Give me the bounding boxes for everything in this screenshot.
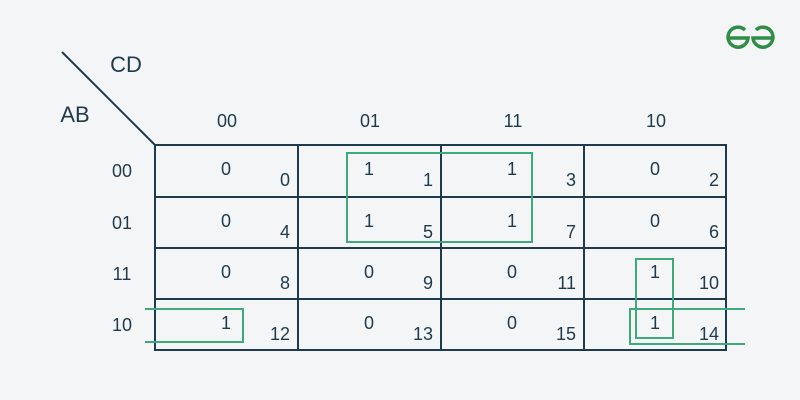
row-variable: AB xyxy=(60,102,89,127)
logo xyxy=(726,25,775,49)
cell-value: 0 xyxy=(221,159,231,179)
cell-index: 11 xyxy=(557,273,576,293)
cell-value: 1 xyxy=(650,262,660,282)
column-label: 01 xyxy=(360,111,380,131)
cell-value: 1 xyxy=(364,211,374,231)
row-label: 10 xyxy=(112,315,132,335)
cell-value: 1 xyxy=(364,159,374,179)
column-label: 11 xyxy=(504,111,523,131)
cell-index: 15 xyxy=(556,324,576,344)
row-label: 11 xyxy=(113,264,132,284)
cell-value: 1 xyxy=(221,313,231,333)
cell-index: 4 xyxy=(280,222,290,242)
cell-value: 0 xyxy=(507,313,517,333)
diagonal xyxy=(61,51,156,146)
cell-value: 1 xyxy=(650,313,660,333)
cell-value: 0 xyxy=(221,211,231,231)
cell-value: 0 xyxy=(650,159,660,179)
cell-index: 5 xyxy=(423,222,433,242)
cell-value: 0 xyxy=(364,262,374,282)
grid xyxy=(154,144,727,351)
row-label: 00 xyxy=(112,161,132,181)
row-label: 01 xyxy=(112,213,132,233)
column-label: 10 xyxy=(646,111,666,131)
column-label: 00 xyxy=(217,111,237,131)
cell-index: 7 xyxy=(566,222,576,242)
cell-index: 0 xyxy=(280,170,290,190)
cell-value: 0 xyxy=(650,211,660,231)
cell-value: 0 xyxy=(507,262,517,282)
cell-index: 3 xyxy=(566,170,576,190)
cell-index: 10 xyxy=(699,273,719,293)
cell-index: 13 xyxy=(413,324,433,344)
cell-value: 0 xyxy=(221,262,231,282)
cell-index: 14 xyxy=(699,324,719,344)
cell-value: 1 xyxy=(507,159,517,179)
cell-index: 6 xyxy=(709,222,719,242)
cell-value: 1 xyxy=(507,211,517,231)
column-variable: CD xyxy=(110,52,142,77)
cell-index: 8 xyxy=(280,273,290,293)
cell-index: 1 xyxy=(423,170,433,190)
cell-index: 2 xyxy=(709,170,719,190)
groups xyxy=(145,152,745,345)
cell-index: 9 xyxy=(423,273,433,293)
cell-value: 0 xyxy=(364,313,374,333)
cell-index: 12 xyxy=(270,324,290,344)
